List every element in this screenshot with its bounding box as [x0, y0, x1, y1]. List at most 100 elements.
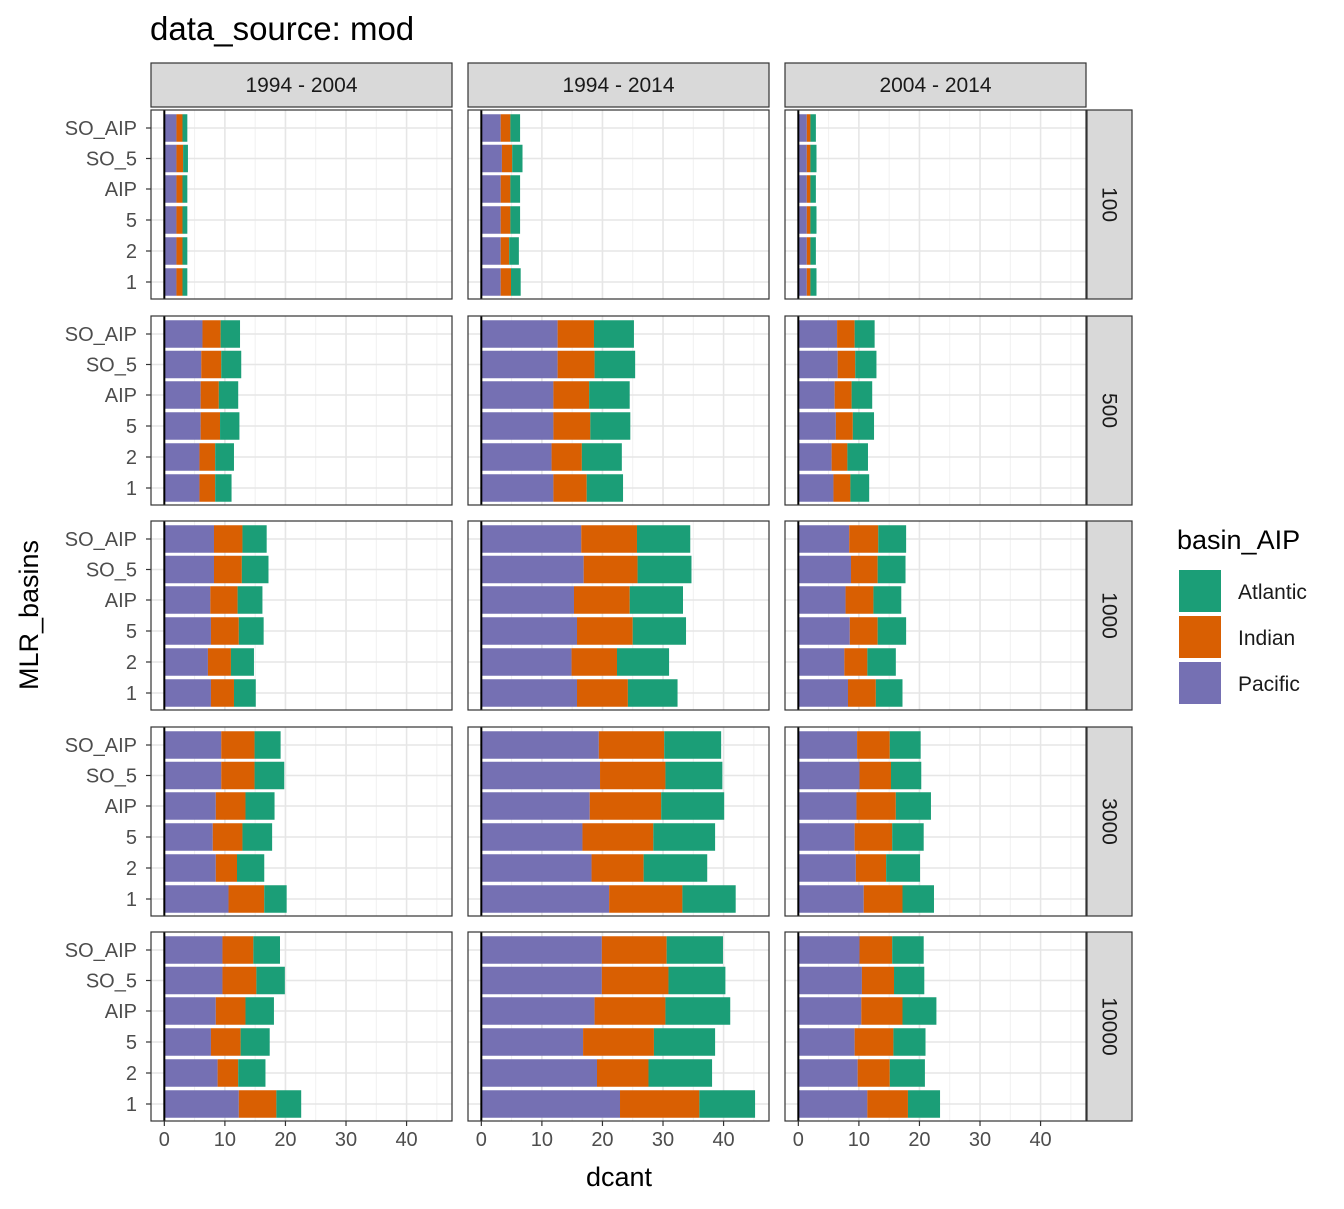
legend-item: Indian [1179, 616, 1295, 658]
bar-indian [845, 586, 874, 614]
x-tick-label: 0 [793, 1129, 804, 1151]
bar-pacific [481, 144, 502, 173]
bar-atlantic [510, 114, 521, 142]
panel-background [785, 110, 1086, 299]
bar-indian [859, 761, 891, 790]
bar-pacific [164, 412, 201, 440]
bar-indian [215, 997, 246, 1025]
facet-panel [784, 315, 1087, 506]
bar-pacific [481, 966, 602, 995]
row-strip-label: 3000 [1098, 798, 1121, 845]
bar-atlantic [230, 648, 254, 676]
bar-pacific [481, 586, 574, 614]
row-strip-box [1086, 520, 1133, 711]
bar-atlantic [664, 731, 722, 759]
y-tick-label: 2 [126, 1063, 137, 1085]
bar-indian [212, 823, 243, 851]
x-tick-label: 20 [591, 1129, 613, 1151]
bar-indian [573, 586, 630, 614]
bar-indian [228, 885, 265, 913]
y-tick-label: AIP [105, 590, 137, 612]
y-tick-label: 1 [126, 1094, 137, 1116]
bar-pacific [798, 474, 834, 502]
bar-atlantic [182, 268, 188, 296]
bar-atlantic [581, 443, 622, 471]
bar-indian [222, 936, 254, 964]
bar-indian [597, 1059, 649, 1087]
bar-pacific [481, 443, 552, 471]
y-tick-label: SO_AIP [65, 324, 137, 346]
bar-pacific [798, 268, 807, 296]
bar-atlantic [665, 761, 723, 790]
bar-indian [847, 679, 876, 707]
bar-pacific [481, 350, 558, 379]
row-strip-label: 500 [1098, 393, 1121, 428]
bar-atlantic [878, 525, 907, 553]
bar-pacific [798, 586, 846, 614]
bar-pacific [481, 1059, 597, 1087]
bar-pacific [798, 761, 860, 790]
bar-atlantic [215, 474, 232, 502]
column-strip-box [467, 62, 770, 108]
legend-label: Indian [1238, 627, 1295, 650]
bar-atlantic [182, 114, 188, 142]
bar-pacific [798, 320, 838, 348]
bar-indian [589, 792, 662, 820]
bar-atlantic [220, 412, 240, 440]
x-tick-label: 30 [969, 1129, 991, 1151]
panel-border [150, 520, 453, 711]
bar-atlantic [510, 206, 521, 234]
bar-pacific [798, 381, 835, 409]
bar-pacific [164, 823, 213, 851]
facet-panel: 0 10 20 30 40 [467, 931, 770, 1151]
facet-panel: 1 2 5 AIP SO_5 SO_AIP [65, 315, 453, 506]
bar-pacific [481, 381, 554, 409]
bar-pacific [481, 854, 592, 882]
bar-atlantic [254, 731, 281, 759]
bar-indian [806, 144, 811, 173]
column-strip-box [150, 62, 453, 108]
bar-atlantic [276, 1090, 302, 1118]
bar-pacific [164, 1090, 239, 1118]
bar-atlantic [653, 1028, 716, 1056]
bar-pacific [481, 731, 599, 759]
row-strip: 1000 [1086, 520, 1133, 711]
column-strip: 1994 - 2014 [467, 62, 770, 108]
y-tick-label: AIP [105, 1001, 137, 1023]
bar-atlantic [889, 1059, 925, 1087]
bar-pacific [164, 474, 200, 502]
bar-pacific [164, 997, 216, 1025]
bar-pacific [798, 114, 807, 142]
row-strip-box [1086, 315, 1133, 506]
facet-panel [784, 726, 1087, 917]
bar-indian [844, 648, 868, 676]
bar-indian [199, 443, 216, 471]
y-axis-title: MLR_basins [14, 540, 44, 690]
bar-indian [837, 320, 855, 348]
y-tick-label: AIP [105, 179, 137, 201]
bar-atlantic [590, 412, 631, 440]
bar-atlantic [890, 761, 922, 790]
bar-atlantic [661, 792, 725, 820]
bar-pacific [481, 114, 501, 142]
bar-pacific [481, 885, 610, 913]
bar-indian [849, 525, 879, 553]
bar-pacific [164, 525, 214, 553]
bar-indian [238, 1090, 277, 1118]
bar-atlantic [616, 648, 670, 676]
bar-pacific [798, 525, 850, 553]
x-tick-label: 20 [274, 1129, 296, 1151]
y-tick-label: SO_5 [86, 971, 137, 993]
bar-atlantic [264, 885, 287, 913]
bar-indian [207, 648, 231, 676]
bar-pacific [798, 885, 864, 913]
bar-pacific [164, 443, 200, 471]
y-tick-label: AIP [105, 796, 137, 818]
bar-atlantic [682, 885, 736, 913]
bar-indian [581, 525, 637, 553]
facet-panel: 1 2 5 AIP SO_5 SO_AIP [65, 520, 453, 711]
bar-pacific [798, 412, 836, 440]
bar-indian [551, 443, 582, 471]
bar-indian [609, 885, 683, 913]
bar-pacific [798, 1090, 868, 1118]
